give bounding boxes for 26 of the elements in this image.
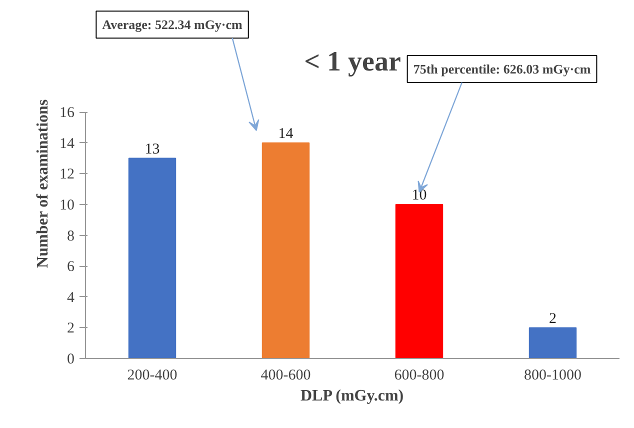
data-label: 14: [278, 126, 294, 142]
bar: [395, 204, 444, 358]
text: 75th percentile: 626.03 mGy·cm: [413, 61, 591, 76]
y-tick-label: 0: [67, 352, 74, 368]
y-tick-label: 12: [60, 166, 74, 183]
bar: [128, 158, 176, 358]
x-tick-label: 800-1000: [524, 368, 582, 384]
y-axis-title: Number of examinations: [34, 99, 52, 268]
y-tick-label: 14: [60, 136, 75, 152]
chart-title: < 1 year: [304, 46, 401, 78]
bar: [262, 142, 310, 358]
x-tick-label: 600-800: [394, 368, 444, 384]
x-tick-label: 200-400: [127, 368, 178, 384]
y-tick-label: 2: [67, 320, 74, 337]
y-tick-label: 10: [60, 197, 74, 214]
y-tick-label: 4: [67, 290, 75, 306]
data-label: 13: [144, 141, 160, 158]
y-tick-label: 16: [60, 105, 75, 122]
x-tick-label: 400-600: [260, 368, 311, 384]
data-label: 10: [412, 188, 427, 204]
x-axis-title: DLP (mGy.cm): [300, 388, 404, 404]
y-tick-label: 6: [67, 259, 75, 276]
data-label: 2: [549, 310, 556, 327]
y-tick-label: 8: [67, 228, 74, 244]
text: Average: 522.34 mGy·cm: [102, 17, 243, 32]
bar: [528, 327, 577, 358]
